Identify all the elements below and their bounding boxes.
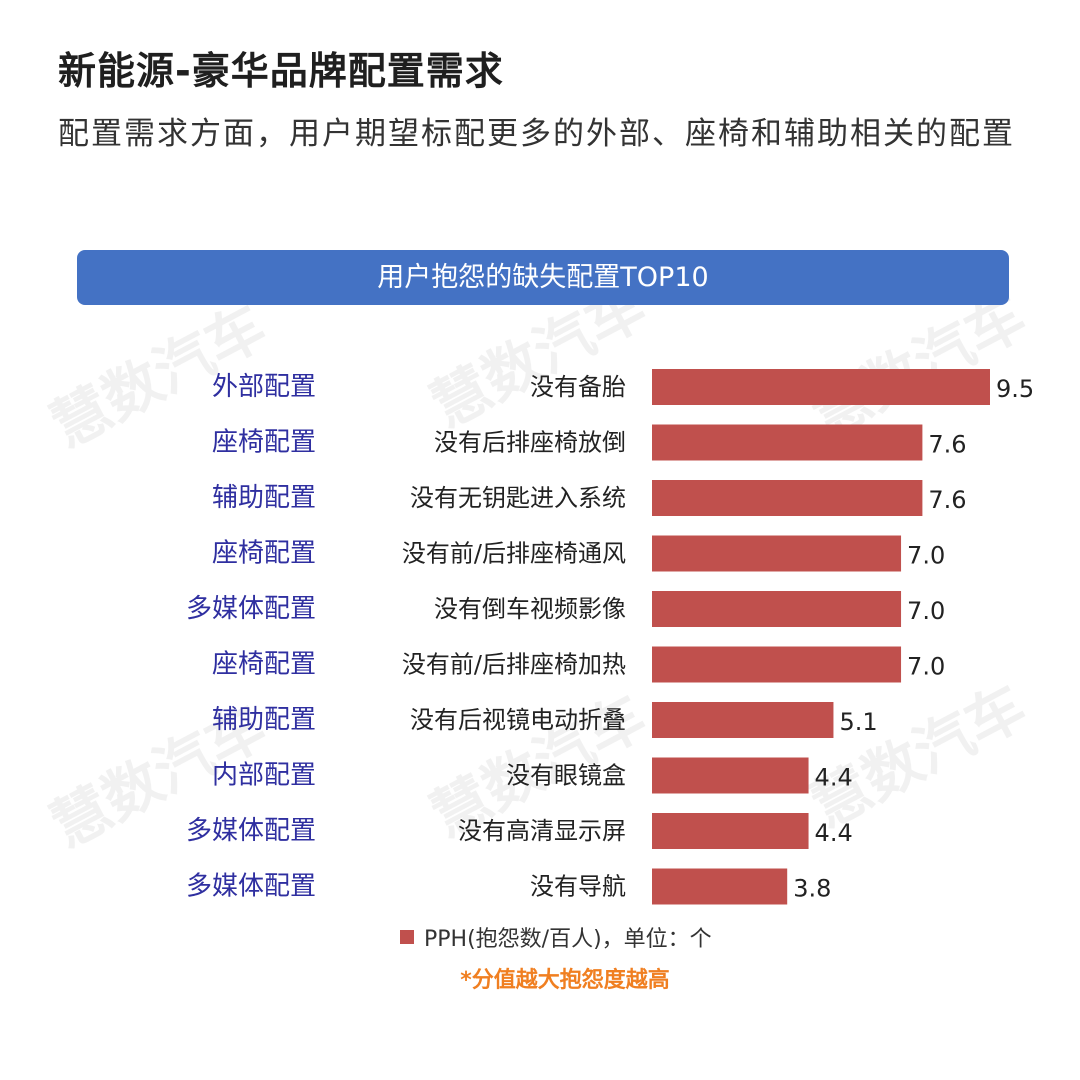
bar <box>652 591 902 627</box>
bar <box>652 424 923 461</box>
value-label: 3.8 <box>793 875 831 903</box>
group-label: 多媒体配置 <box>186 594 316 624</box>
category-label: 没有后排座椅放倒 <box>434 429 626 457</box>
page-subtitle: 配置需求方面，用户期望标配更多的外部、座椅和辅助相关的配置 <box>58 116 1015 152</box>
bar <box>652 813 809 849</box>
value-label: 7.6 <box>928 431 966 459</box>
chart-legend: PPH(抱怨数/百人)，单位：个 <box>400 922 712 952</box>
footnote: *分值越大抱怨度越高 <box>460 968 670 993</box>
value-label: 7.6 <box>928 486 966 514</box>
category-label: 没有眼镜盒 <box>506 762 626 790</box>
group-label: 座椅配置 <box>212 650 316 680</box>
value-label: 9.5 <box>996 375 1034 403</box>
category-label: 没有后视镜电动折叠 <box>410 706 626 734</box>
bar <box>652 757 809 794</box>
category-label: 没有备胎 <box>530 373 626 401</box>
value-label: 7.0 <box>907 653 945 681</box>
legend-label: PPH(抱怨数/百人)，单位：个 <box>424 927 712 952</box>
bar <box>652 868 788 905</box>
bar <box>652 535 902 572</box>
value-label: 7.0 <box>907 542 945 570</box>
bar <box>652 369 990 405</box>
category-label: 没有高清显示屏 <box>458 817 626 845</box>
group-label: 多媒体配置 <box>186 872 316 902</box>
category-label: 没有倒车视频影像 <box>434 595 626 623</box>
bar <box>652 480 923 516</box>
group-label: 座椅配置 <box>212 428 316 458</box>
bar <box>652 702 834 738</box>
value-label: 4.4 <box>815 819 853 847</box>
legend-swatch <box>400 930 414 944</box>
group-label: 辅助配置 <box>212 705 316 735</box>
bar <box>652 646 902 683</box>
value-label: 4.4 <box>815 764 853 792</box>
value-label: 7.0 <box>907 597 945 625</box>
category-label: 没有无钥匙进入系统 <box>410 484 626 512</box>
value-label: 5.1 <box>839 708 877 736</box>
group-label: 外部配置 <box>212 372 316 402</box>
category-label: 没有前/后排座椅通风 <box>402 540 626 568</box>
group-label: 多媒体配置 <box>186 816 316 846</box>
group-label: 座椅配置 <box>212 539 316 569</box>
group-label: 内部配置 <box>212 761 316 791</box>
group-label: 辅助配置 <box>212 483 316 513</box>
bar-chart: 外部配置 没有备胎 9.5 座椅配置 没有后排座椅放倒 7.6 辅助配置 没有无钥匙进入系统 7… <box>186 369 1034 905</box>
page-title: 新能源-豪华品牌配置需求 <box>58 49 504 93</box>
chart-title-banner: 用户抱怨的缺失配置TOP10 <box>77 250 1009 305</box>
category-label: 没有导航 <box>530 873 626 901</box>
category-label: 没有前/后排座椅加热 <box>402 651 626 679</box>
